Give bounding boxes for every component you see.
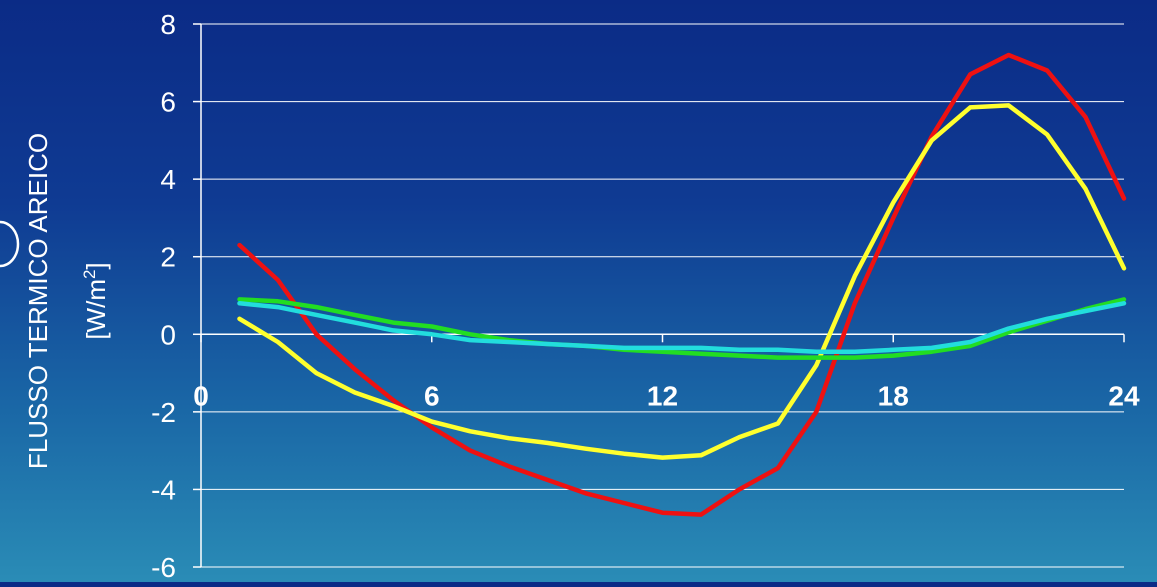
decorative-circle-icon <box>0 220 20 268</box>
x-tick-label: 6 <box>424 380 440 411</box>
y-tick-label: 2 <box>160 242 176 273</box>
y-tick-label: -4 <box>151 474 176 505</box>
x-tick-label: 18 <box>878 380 909 411</box>
y-tick-label: 4 <box>160 164 176 195</box>
x-tick-label: 0 <box>193 380 209 411</box>
series-line-2 <box>237 103 1127 460</box>
x-tick-label: 12 <box>647 380 678 411</box>
y-tick-label: -6 <box>151 552 176 582</box>
series-line-1 <box>237 52 1127 517</box>
y-axis-unit-base: [W/m <box>81 279 111 340</box>
y-tick-label: 0 <box>160 319 176 350</box>
y-tick-label: 8 <box>160 9 176 40</box>
y-axis-unit-label: [W/m2] <box>80 262 111 339</box>
series-line-3 <box>237 297 1127 360</box>
series-lines <box>237 52 1127 517</box>
y-tick-label: -2 <box>151 397 176 428</box>
y-axis-label: FLUSSO TERMICO AREICO <box>23 133 53 469</box>
y-tick-labels: -6 -4 -2 0 2 4 6 8 <box>151 9 176 583</box>
y-tick-label: 6 <box>160 87 176 118</box>
x-tick-label: 24 <box>1108 380 1140 411</box>
axes <box>193 23 1125 568</box>
y-axis-unit-close: ] <box>81 262 111 269</box>
grid-lines <box>201 23 1124 568</box>
y-axis-unit-superscript: 2 <box>80 270 99 279</box>
series-line-4 <box>237 301 1127 354</box>
x-tick-labels: 0 6 12 18 24 <box>193 380 1140 411</box>
